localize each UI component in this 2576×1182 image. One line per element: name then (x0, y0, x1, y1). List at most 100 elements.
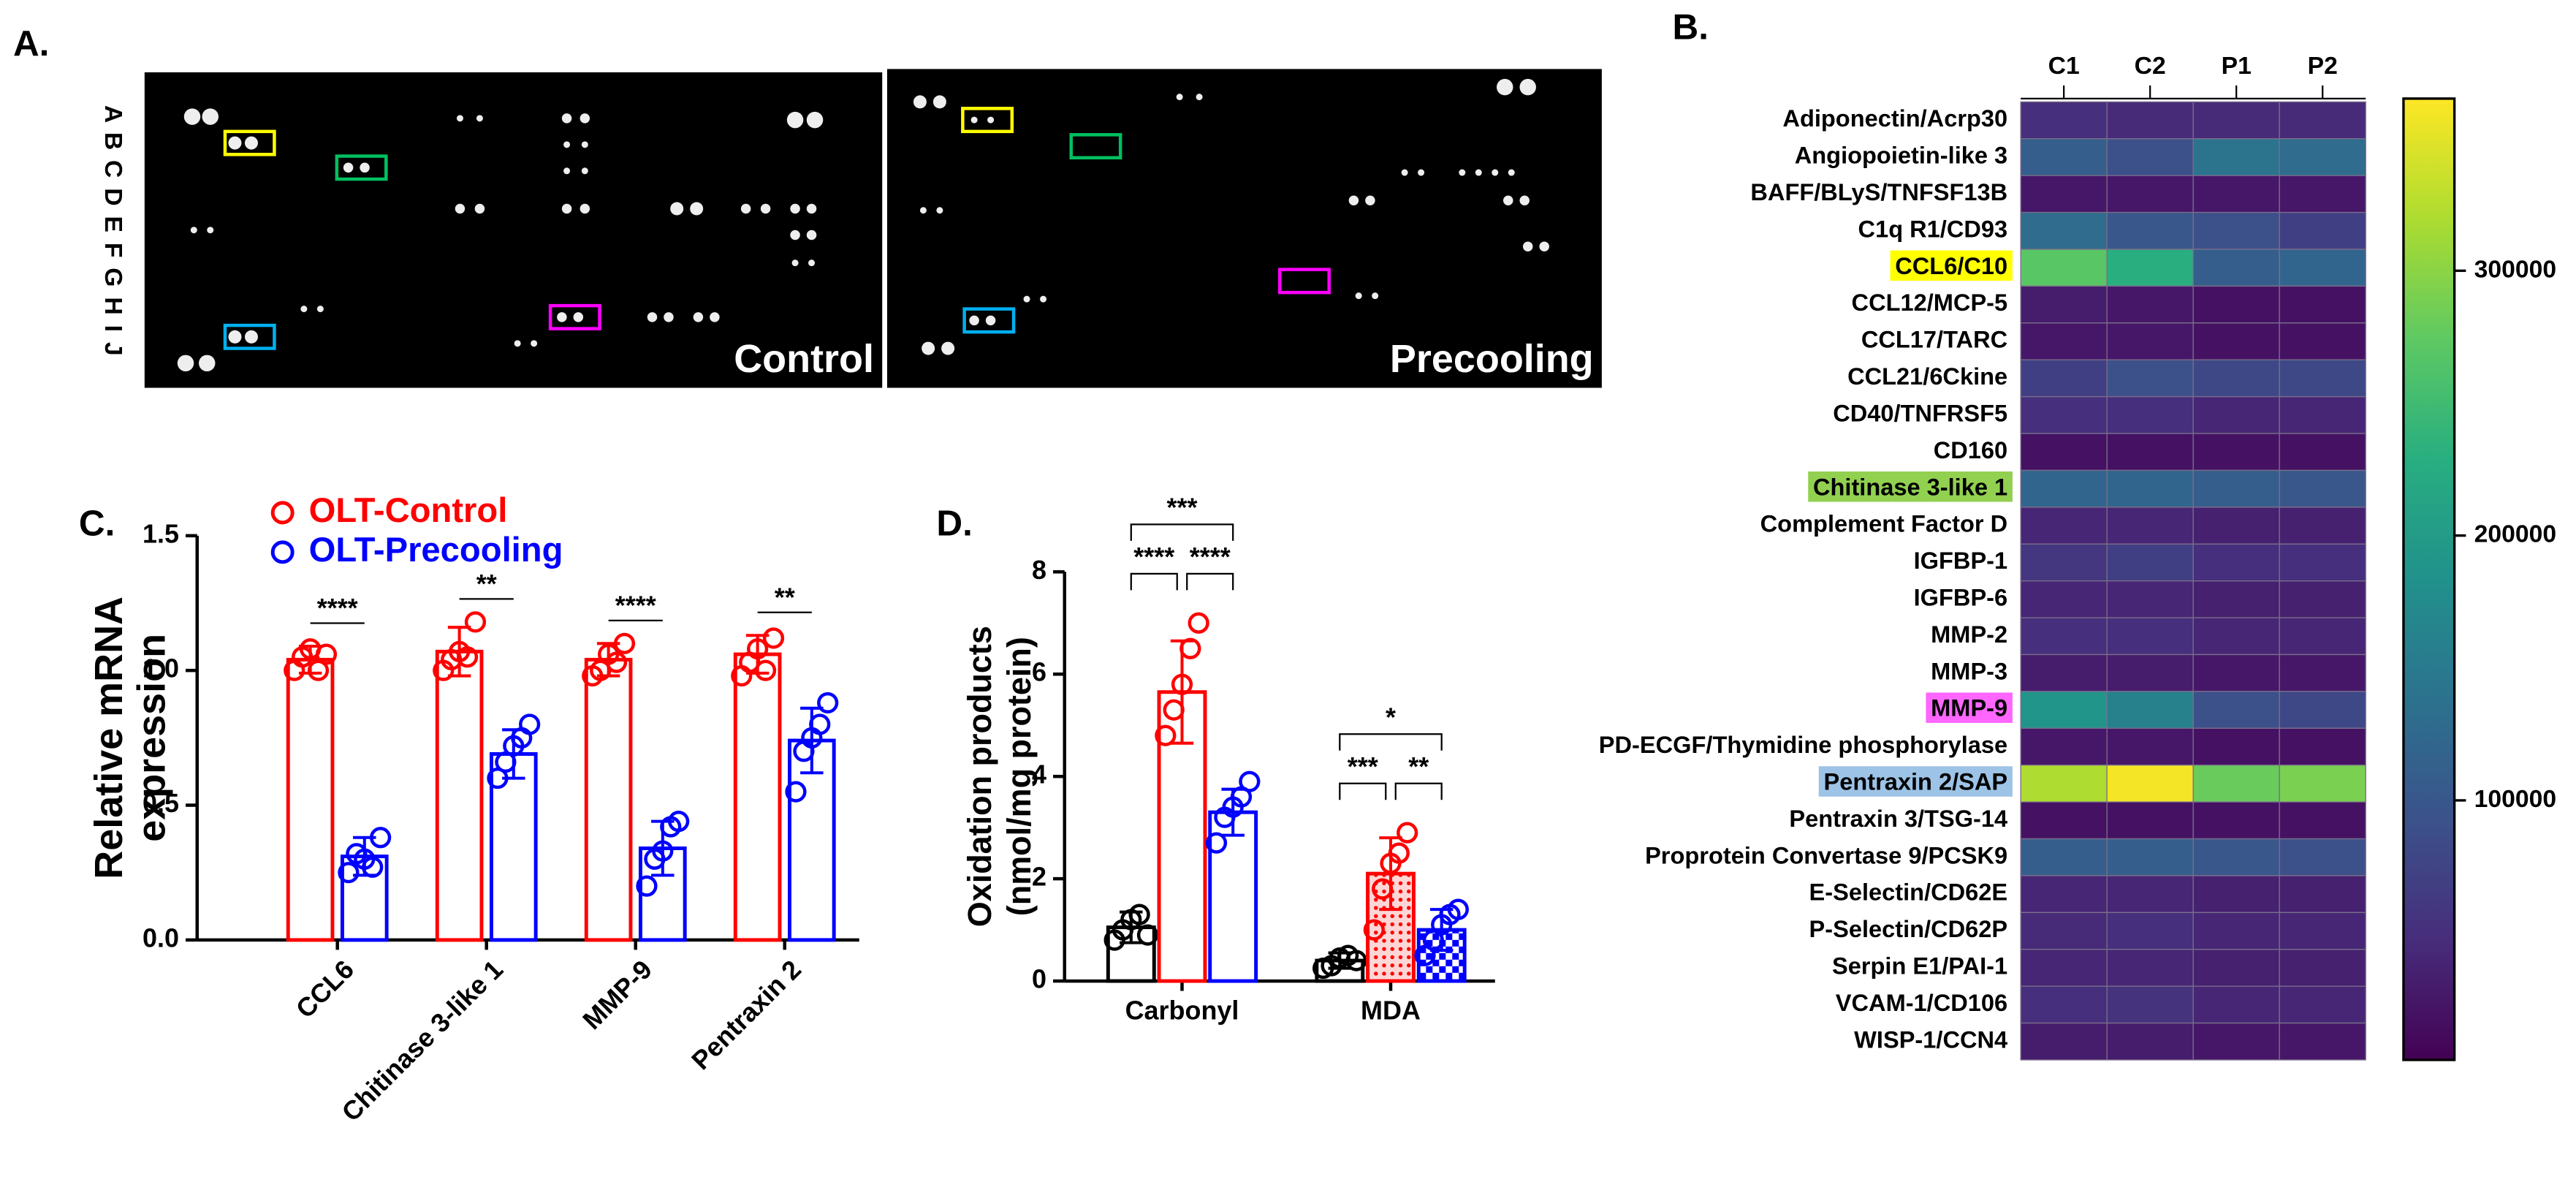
panel-label: C. (79, 503, 115, 543)
row-label: Pentraxin 2/SAP (1823, 768, 2007, 795)
spot (343, 162, 354, 173)
x-tick-label: Chitinase 3-like 1 (335, 954, 509, 1127)
heat-cell (2192, 985, 2280, 1024)
bar (1208, 810, 1258, 983)
heat-cell (2192, 653, 2280, 692)
spot (740, 203, 751, 214)
heat-cell (2192, 211, 2280, 250)
heat-cell (2106, 138, 2194, 176)
heat-cell (2279, 469, 2366, 508)
x-tick-label: Pentraxin 2 (685, 954, 807, 1075)
significance-label: *** (1348, 751, 1378, 781)
colorbar (2402, 97, 2456, 1061)
spot (969, 315, 979, 326)
row-label: Serpin E1/PAI-1 (1832, 952, 2007, 980)
heat-cell (2020, 727, 2108, 766)
heat-cell (2106, 912, 2194, 950)
box (223, 323, 276, 350)
data-point (1171, 673, 1193, 695)
heat-cell (2192, 765, 2280, 803)
heat-cell (2020, 653, 2108, 692)
heat-cell (2106, 580, 2194, 618)
row-label: Complement Factor D (1760, 510, 2008, 537)
spot (1365, 195, 1375, 206)
significance-bracket (1130, 572, 1178, 591)
heat-cell (2192, 1022, 2280, 1061)
heat-cell (2192, 543, 2280, 582)
heat-cell (2020, 912, 2108, 950)
spot (690, 202, 704, 216)
heat-cell (2106, 653, 2194, 692)
spot (1040, 295, 1047, 303)
heat-cell (2279, 359, 2366, 398)
row-label: PD-ECGF/Thymidine phosphorylase (1599, 731, 2007, 758)
spot (647, 312, 658, 322)
heat-cell (2106, 1022, 2194, 1061)
heat-cell (2279, 617, 2366, 656)
heat-cell (2106, 617, 2194, 656)
x-tick-label: MDA (1361, 995, 1421, 1025)
legend-marker (270, 501, 295, 525)
heat-cell (2192, 469, 2280, 508)
heat-cell (2279, 322, 2366, 360)
row-highlight (1808, 471, 2013, 502)
heat-cell (2279, 985, 2366, 1024)
spot (563, 141, 571, 148)
spot (1176, 94, 1183, 101)
spot (531, 340, 538, 347)
row-label: MMP-3 (1931, 657, 2007, 684)
data-point (362, 856, 384, 878)
row-label: Adiponectin/Acrp30 (1782, 105, 2007, 132)
heat-cell (2106, 765, 2194, 803)
spot (670, 202, 684, 216)
spot (790, 230, 800, 240)
spot (790, 203, 800, 214)
heat-cell (2279, 433, 2366, 471)
spot (664, 312, 674, 322)
heat-cell (2106, 359, 2194, 398)
row-highlight (1818, 766, 2013, 797)
heat-cell (2279, 101, 2366, 140)
heat-cell (2279, 138, 2366, 176)
data-point (613, 632, 636, 654)
legend-label: OLT-Control (309, 491, 508, 530)
significance-label: **** (1190, 542, 1231, 572)
column-label: P2 (2308, 52, 2338, 80)
spot (1023, 295, 1030, 303)
spot (316, 306, 324, 313)
data-point (338, 862, 360, 884)
box (548, 303, 601, 330)
spot (580, 113, 590, 124)
spot (987, 116, 995, 124)
row-highlight (1926, 692, 2013, 723)
data-point (1345, 950, 1367, 971)
spot (806, 230, 817, 240)
heat-cell (2106, 101, 2194, 140)
heat-cell (2192, 322, 2280, 360)
heat-cell (2020, 765, 2108, 803)
data-point (495, 751, 517, 773)
spot (580, 203, 590, 214)
spot (190, 227, 197, 234)
heat-cell (2106, 433, 2194, 471)
spot (786, 111, 804, 129)
heat-cell (2279, 249, 2366, 287)
data-point (1128, 903, 1150, 925)
heat-cell (2192, 249, 2280, 287)
row-label: CD40/TNFRSF5 (1833, 399, 2007, 426)
colorbar-label: 300000 (2474, 255, 2557, 283)
spot (985, 315, 996, 326)
panel-label: B. (1673, 7, 1709, 48)
spot (581, 141, 588, 148)
row-label: IGFBP-1 (1914, 547, 2008, 574)
heat-cell (2020, 985, 2108, 1024)
spot (1502, 195, 1513, 206)
spot (693, 312, 704, 322)
heat-cell (2192, 395, 2280, 434)
spot (557, 312, 567, 322)
column-label: C2 (2135, 52, 2166, 80)
spot (455, 203, 466, 214)
data-point (370, 827, 392, 849)
heat-cell (2279, 801, 2366, 840)
heat-cell (2106, 469, 2194, 508)
